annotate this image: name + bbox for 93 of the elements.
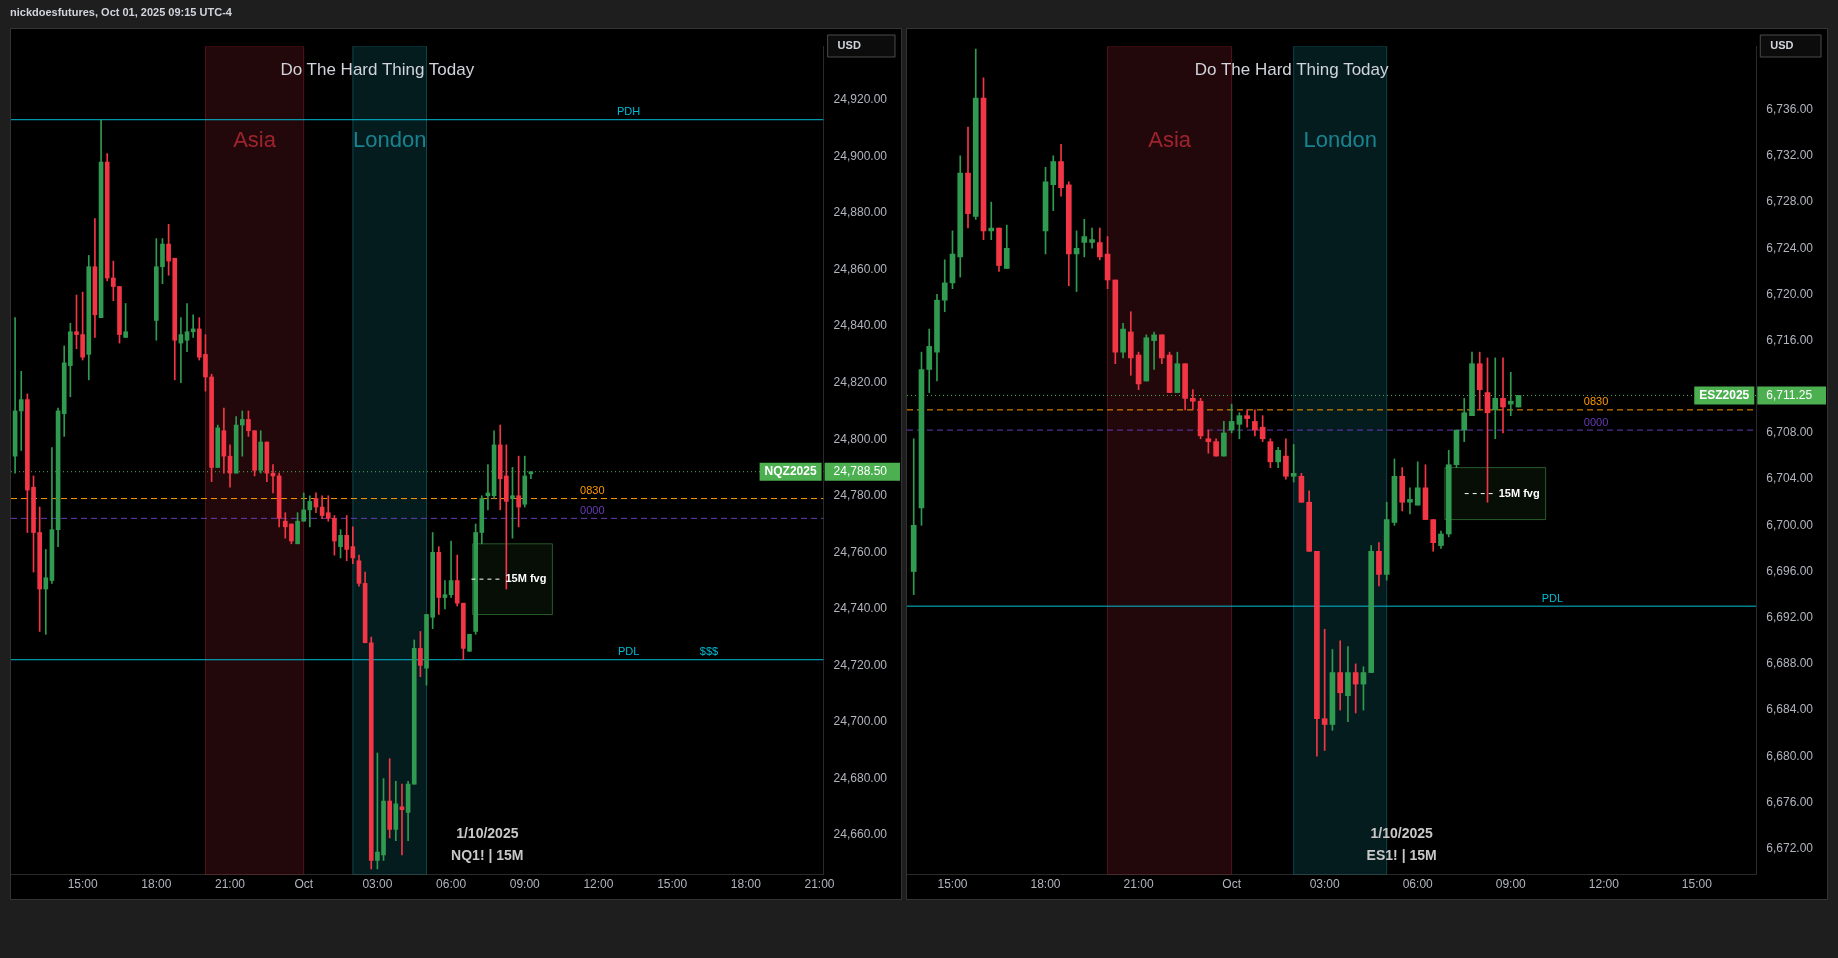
y-tick-label: 24,788.50: [833, 464, 888, 479]
candlestick: [399, 783, 405, 856]
band-label: 15M fvg: [1498, 486, 1540, 499]
x-tick-label: 18:00: [1030, 877, 1061, 892]
y-tick-label: 24,820.00: [833, 374, 888, 389]
ref-line-label: PDH: [616, 105, 641, 118]
x-tick-label: 21:00: [804, 877, 835, 892]
band-label: Asia: [233, 127, 277, 153]
candlestick: [1151, 331, 1157, 370]
y-tick-label: 6,704.00: [1766, 471, 1814, 486]
band-label: Asia: [1148, 127, 1192, 153]
ref-line-label: PDL: [1541, 591, 1564, 604]
y-axis-title: USD: [837, 39, 861, 52]
y-tick-label: 24,800.00: [833, 431, 888, 446]
x-tick-label: Oct: [1222, 877, 1242, 892]
y-tick-label: 6,684.00: [1766, 702, 1814, 717]
y-tick-label: 6,692.00: [1766, 610, 1814, 625]
y-tick-label: 24,680.00: [833, 770, 888, 785]
text: Do The Hard Thing Today: [1194, 59, 1390, 79]
candlestick: [1244, 409, 1250, 428]
y-tick-label: 24,660.00: [833, 827, 888, 842]
candlestick: [1492, 357, 1499, 440]
y-tick-label: 6,736.00: [1766, 102, 1814, 117]
y-tick-label: 24,760.00: [833, 544, 888, 559]
annotation: ES1! | 15M: [1366, 847, 1437, 864]
x-tick-label: 09:00: [1495, 877, 1527, 892]
y-tick-label: 6,688.00: [1766, 656, 1814, 671]
candlestick: [43, 549, 49, 635]
candlestick: [190, 314, 196, 338]
x-tick-label: 09:00: [509, 877, 541, 892]
annotation: 1/10/2025: [1370, 825, 1433, 842]
x-tick-label: 18:00: [730, 877, 762, 892]
candlestick: [1507, 372, 1514, 416]
annotation: 0000: [1583, 415, 1609, 428]
y-tick-label: 6,680.00: [1766, 748, 1814, 763]
y-tick-label: 6,700.00: [1766, 517, 1814, 532]
y-tick-label: 24,860.00: [833, 261, 888, 276]
x-tick-label: 12:00: [1588, 877, 1620, 892]
y-tick-label: 6,696.00: [1766, 563, 1814, 578]
y-tick-label: 6,676.00: [1766, 794, 1814, 809]
ref-line-label: PDL: [617, 645, 640, 658]
ref-line-label: NQZ2025: [764, 464, 817, 479]
y-tick-label: 6,672.00: [1766, 840, 1814, 855]
y-tick-label: 6,724.00: [1766, 240, 1814, 255]
x-tick-label: 15:00: [657, 877, 688, 892]
y-tick-label: 6,720.00: [1766, 286, 1814, 301]
y-tick-label: 24,740.00: [833, 601, 888, 616]
candlestick: [239, 410, 245, 457]
x-tick-label: 15:00: [937, 877, 968, 892]
x-tick-label: 06:00: [436, 877, 467, 892]
ref-line-label: ESZ2025: [1699, 387, 1750, 402]
text: Do The Hard Thing Today: [280, 59, 475, 79]
x-tick-label: 03:00: [362, 877, 393, 892]
y-tick-label: 6,716.00: [1766, 332, 1814, 347]
x-tick-label: 15:00: [67, 877, 98, 892]
y-tick-label: 24,840.00: [833, 318, 888, 333]
candlestick: [18, 371, 24, 451]
y-tick-label: 6,708.00: [1766, 425, 1814, 440]
y-tick-label: 24,700.00: [833, 714, 888, 729]
x-tick-label: 21:00: [1123, 877, 1154, 892]
x-tick-label: Oct: [294, 877, 314, 892]
y-tick-label: 6,728.00: [1766, 194, 1814, 209]
annotation: 0830: [580, 484, 605, 497]
y-tick-label: 24,920.00: [833, 92, 888, 107]
annotation: NQ1! | 15M: [451, 847, 524, 864]
annotation: 0830: [1583, 395, 1609, 408]
y-tick-label: 24,780.00: [833, 488, 888, 503]
candlestick: [988, 201, 995, 240]
band-label: London: [1303, 127, 1377, 153]
x-tick-label: 03:00: [1309, 877, 1341, 892]
x-tick-label: 06:00: [1402, 877, 1434, 892]
x-tick-label: 18:00: [141, 877, 172, 892]
x-tick-label: 12:00: [583, 877, 614, 892]
y-tick-label: 6,732.00: [1766, 148, 1814, 163]
y-tick-label: 24,880.00: [833, 205, 888, 220]
chart-subtitle: nickdoesfutures, Oct 01, 2025 09:15 UTC-4: [10, 6, 232, 18]
annotation: 1/10/2025: [456, 825, 519, 842]
candlestick: [1081, 219, 1088, 258]
candlestick: [442, 580, 448, 610]
candlestick: [1407, 487, 1413, 515]
x-tick-label: 15:00: [1681, 877, 1713, 892]
x-tick-label: 21:00: [215, 877, 246, 892]
band-label: London: [352, 127, 427, 153]
y-tick-label: 24,720.00: [833, 657, 888, 672]
y-tick-label: 6,711.25: [1766, 387, 1813, 402]
candlestick: [1190, 389, 1196, 411]
candlestick: [184, 303, 190, 352]
y-axis-title: USD: [1770, 39, 1794, 52]
annotation: $$$: [699, 645, 719, 658]
y-tick-label: 24,900.00: [833, 148, 888, 163]
annotation: 0000: [580, 503, 605, 516]
candlestick: [1089, 227, 1095, 249]
candlestick: [1500, 357, 1506, 434]
